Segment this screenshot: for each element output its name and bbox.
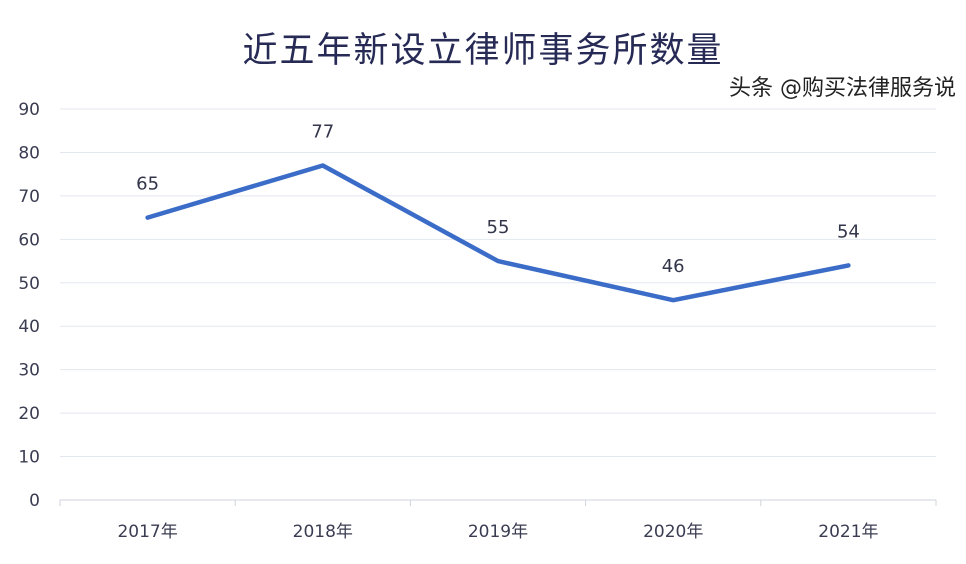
data-label: 77 [311, 121, 334, 142]
chart-title: 近五年新设立律师事务所数量 [242, 31, 724, 71]
x-tick-label: 2017年 [117, 522, 177, 542]
data-label: 54 [837, 221, 860, 242]
y-tick-label: 0 [29, 491, 40, 511]
data-label: 55 [487, 217, 510, 238]
y-tick-label: 40 [18, 317, 40, 337]
watermark: 头条 @购买法律服务说 [729, 76, 956, 101]
y-tick-label: 10 [18, 448, 40, 468]
y-tick-label: 30 [18, 361, 40, 381]
y-tick-label: 80 [18, 143, 40, 163]
y-tick-label: 70 [18, 187, 40, 207]
x-tick-label: 2019年 [468, 522, 528, 542]
x-tick-label: 2020年 [643, 522, 703, 542]
y-tick-label: 90 [18, 100, 40, 120]
y-tick-label: 20 [18, 404, 40, 424]
y-tick-label: 60 [18, 230, 40, 250]
data-label: 65 [136, 174, 159, 195]
x-tick-label: 2018年 [293, 522, 353, 542]
data-label: 46 [662, 256, 685, 277]
x-tick-label: 2021年 [818, 522, 878, 542]
y-tick-label: 50 [18, 274, 40, 294]
